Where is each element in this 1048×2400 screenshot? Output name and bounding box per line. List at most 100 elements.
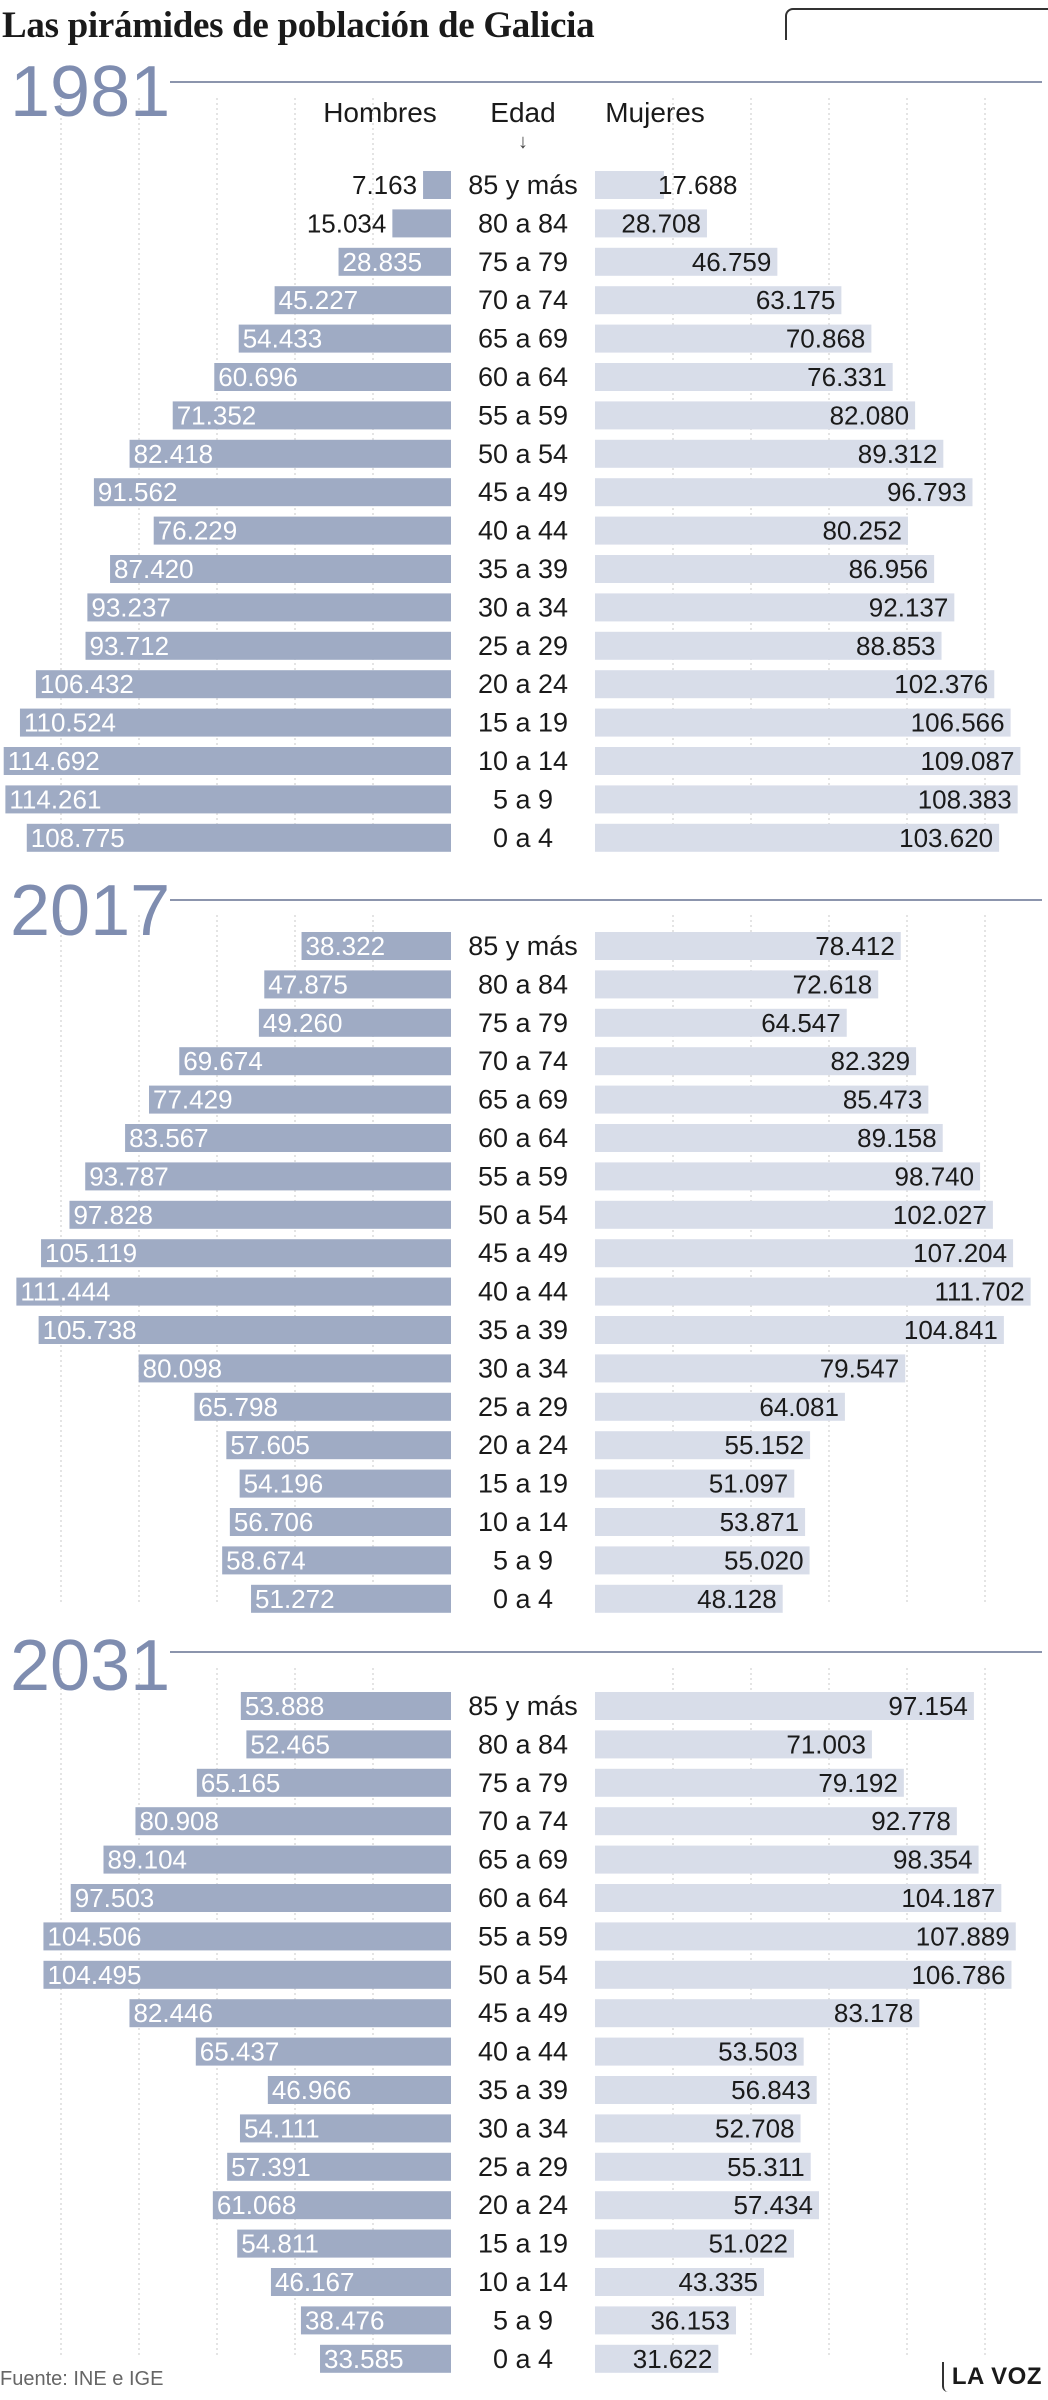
age-label: 15 a 19 — [478, 708, 568, 738]
bar-women — [595, 631, 942, 660]
value-label-men: 56.706 — [234, 1507, 314, 1537]
value-label-women: 85.473 — [843, 1085, 923, 1115]
bar-women — [595, 439, 944, 468]
year-label-1981: 1981 — [10, 52, 170, 132]
bar-women — [595, 1807, 957, 1836]
value-label-men: 54.196 — [244, 1469, 324, 1499]
value-label-men: 45.227 — [279, 285, 359, 315]
age-label: 10 a 14 — [478, 746, 568, 776]
bar-women — [595, 1200, 993, 1229]
bar-women — [595, 823, 1000, 852]
value-label-men: 60.696 — [218, 362, 298, 392]
bar-women — [595, 2076, 817, 2104]
age-label: 70 a 74 — [478, 1806, 568, 1836]
header-mujeres: Mujeres — [605, 97, 705, 128]
chart-title: Las pirámides de población de Galicia — [2, 5, 595, 46]
bar-women — [595, 1508, 806, 1536]
value-label-men: 108.775 — [31, 823, 125, 853]
age-label: 0 a 4 — [493, 1584, 553, 1614]
age-label: 20 a 24 — [478, 669, 568, 699]
value-label-men: 104.506 — [47, 1921, 141, 1951]
value-label-men: 28.835 — [343, 247, 423, 277]
age-label: 85 y más — [468, 931, 578, 961]
age-label: 20 a 24 — [478, 2190, 568, 2220]
age-label: 35 a 39 — [478, 554, 568, 584]
value-label-women: 106.566 — [911, 708, 1005, 738]
value-label-men: 93.237 — [91, 592, 171, 622]
value-label-women: 55.152 — [725, 1430, 805, 1460]
age-label: 75 a 79 — [478, 1768, 568, 1798]
age-label: 60 a 64 — [478, 1123, 568, 1153]
bar-men — [246, 1730, 451, 1759]
value-label-men: 97.503 — [75, 1883, 155, 1913]
age-label: 10 a 14 — [478, 1507, 568, 1537]
bar-men — [229, 1508, 451, 1536]
bar-women — [595, 1008, 847, 1037]
bar-men — [93, 478, 451, 507]
bar-men — [138, 1354, 451, 1383]
value-label-men: 80.908 — [139, 1806, 219, 1836]
bar-men — [129, 1999, 451, 2028]
bar-women — [595, 2229, 794, 2258]
bar-men — [179, 1047, 451, 1076]
age-label: 85 y más — [468, 170, 578, 200]
age-label: 55 a 59 — [478, 1921, 568, 1951]
age-label: 45 a 49 — [478, 1998, 568, 2028]
bar-men — [267, 2076, 451, 2104]
bar-men — [110, 555, 451, 583]
bar-women — [595, 1392, 845, 1421]
bar-men — [212, 2191, 451, 2220]
age-label: 25 a 29 — [478, 631, 568, 661]
age-label: 45 a 49 — [478, 477, 568, 507]
value-label-women: 52.708 — [715, 2113, 795, 2143]
value-label-men: 80.098 — [143, 1353, 223, 1383]
bar-women — [595, 1922, 1016, 1951]
value-label-men: 69.674 — [183, 1046, 263, 1076]
value-label-men: 77.429 — [153, 1085, 233, 1115]
value-label-men: 93.712 — [90, 631, 170, 661]
value-label-men: 38.476 — [305, 2305, 385, 2335]
value-label-men: 47.875 — [268, 969, 348, 999]
value-label-men: 114.261 — [9, 784, 101, 814]
value-label-women: 51.022 — [708, 2229, 788, 2259]
value-label-men: 53.888 — [245, 1691, 325, 1721]
value-label-men: 7.163 — [352, 170, 417, 200]
value-label-women: 64.081 — [759, 1392, 839, 1422]
value-label-women: 82.329 — [831, 1046, 911, 1076]
bar-men — [238, 324, 451, 353]
bar-men — [38, 1316, 452, 1344]
value-label-women: 79.547 — [820, 1353, 900, 1383]
value-label-women: 106.786 — [911, 1960, 1005, 1990]
bar-women — [595, 2114, 801, 2143]
value-label-men: 71.352 — [177, 400, 257, 430]
age-label: 60 a 64 — [478, 362, 568, 392]
bar-women — [595, 286, 842, 315]
age-label: 0 a 4 — [493, 2344, 553, 2374]
age-label: 40 a 44 — [478, 516, 568, 546]
bar-men — [301, 932, 451, 960]
value-label-men: 49.260 — [263, 1008, 343, 1038]
value-label-men: 57.391 — [231, 2152, 311, 2182]
bar-men — [195, 2037, 451, 2066]
bar-men — [129, 439, 451, 468]
bar-men — [85, 1162, 451, 1191]
bar-men — [239, 2114, 451, 2143]
age-label: 15 a 19 — [478, 1469, 568, 1499]
value-label-women: 104.187 — [901, 1883, 995, 1913]
value-label-women: 46.759 — [692, 247, 772, 277]
value-label-men: 58.674 — [226, 1545, 306, 1575]
age-label: 35 a 39 — [478, 2075, 568, 2105]
value-label-women: 92.137 — [869, 592, 949, 622]
value-label-men: 51.272 — [255, 1584, 335, 1614]
value-label-men: 65.437 — [200, 2037, 280, 2067]
bar-women — [595, 708, 1011, 737]
bar-women — [595, 247, 778, 276]
value-label-women: 28.708 — [621, 208, 701, 238]
value-label-women: 86.956 — [849, 554, 929, 584]
value-label-men: 87.420 — [114, 554, 194, 584]
bar-women — [595, 324, 872, 353]
bar-women — [595, 2152, 811, 2181]
value-label-women: 51.097 — [709, 1469, 789, 1499]
value-label-men: 111.444 — [20, 1277, 110, 1307]
